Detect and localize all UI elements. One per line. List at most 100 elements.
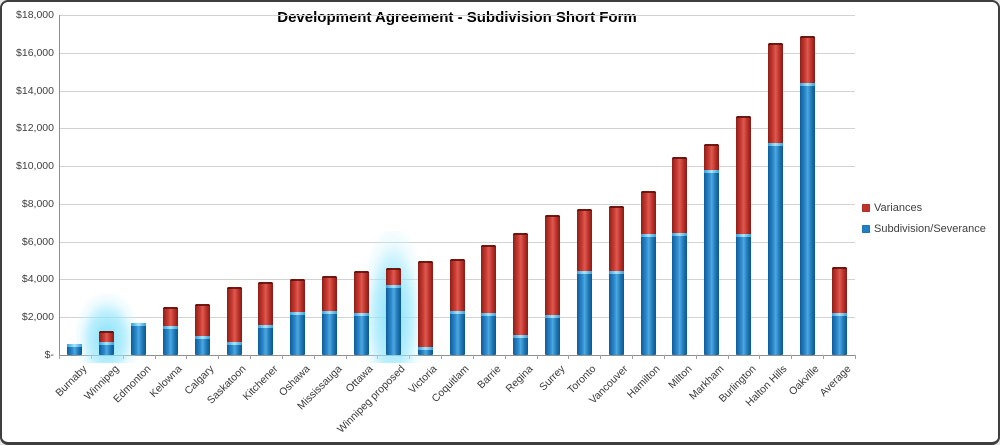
bar-gloss-highlight <box>67 343 83 347</box>
bar-segment-variances <box>99 331 115 342</box>
bar-segment-variances <box>290 279 306 312</box>
bar-top-rim <box>353 270 369 273</box>
bar-segment-subdivision-severance <box>640 234 656 355</box>
bar-top-rim <box>672 156 688 159</box>
bar-segment-subdivision-severance <box>799 83 815 355</box>
bar-top-rim <box>322 275 338 278</box>
axis-tick <box>504 355 506 359</box>
axis-tick <box>568 355 570 359</box>
bar-gloss-highlight <box>672 233 688 237</box>
bar-segment-subdivision-severance <box>162 325 178 355</box>
bar-top-rim <box>385 268 401 271</box>
bar-segment-subdivision-severance <box>226 341 242 355</box>
bar-segment-variances <box>545 215 561 316</box>
bar-gloss-highlight <box>194 336 210 340</box>
bar-gloss-highlight <box>449 310 465 314</box>
bar-gloss-highlight <box>608 270 624 274</box>
bar-segment-subdivision-severance <box>672 233 688 355</box>
axis-tick <box>791 355 793 359</box>
bar-gloss-highlight <box>736 234 752 238</box>
bar-top-rim <box>513 233 529 236</box>
bar-gloss-highlight <box>704 169 720 173</box>
bar-segment-subdivision-severance <box>353 313 369 355</box>
bar-top-rim <box>449 258 465 261</box>
axis-tick <box>59 355 60 359</box>
bar-segment-variances <box>767 43 783 144</box>
bar-segment-variances <box>417 260 433 348</box>
bar-gloss-highlight <box>131 322 147 326</box>
bar-gloss-highlight <box>545 315 561 319</box>
axis-tick <box>600 355 602 359</box>
axis-tick <box>250 355 252 359</box>
bar-top-rim <box>799 35 815 38</box>
axis-tick <box>345 355 347 359</box>
bar-gloss-highlight <box>481 313 497 317</box>
bar-segment-variances <box>576 208 592 271</box>
bar-top-rim <box>831 267 847 270</box>
bar-top-rim <box>767 43 783 46</box>
bar-segment-subdivision-severance <box>513 335 529 355</box>
axis-tick <box>218 355 220 359</box>
bar-segment-subdivision-severance <box>290 311 306 355</box>
chart-legend: Variances Subdivision/Severance <box>862 202 986 244</box>
bar-top-rim <box>640 190 656 193</box>
bar-segment-variances <box>226 287 242 342</box>
bar-segment-variances <box>831 267 847 314</box>
bar-gloss-highlight <box>162 325 178 329</box>
bar-segment-variances <box>353 270 369 314</box>
axis-tick <box>663 355 665 359</box>
gridline <box>59 52 855 54</box>
bar-top-rim <box>481 245 497 248</box>
legend-label: Subdivision/Severance <box>874 223 986 235</box>
bar-segment-variances <box>608 205 624 271</box>
bar-gloss-highlight <box>226 341 242 345</box>
gridline <box>59 203 855 205</box>
bar-top-rim <box>99 331 115 334</box>
bar-top-rim <box>194 304 210 306</box>
bar-segment-variances <box>162 306 178 326</box>
bar-top-rim <box>290 279 306 282</box>
axis-tick <box>759 355 761 359</box>
legend-label: Variances <box>874 202 923 214</box>
y-axis-label: $- <box>44 349 54 361</box>
y-axis-label: $4,000 <box>21 273 54 286</box>
bar-segment-variances <box>194 304 210 337</box>
axis-tick <box>472 355 474 359</box>
bar-segment-subdivision-severance <box>576 270 592 355</box>
legend-item: Subdivision/Severance <box>862 223 986 235</box>
bar-gloss-highlight <box>799 83 815 86</box>
bar-segment-subdivision-severance <box>99 341 115 355</box>
axis-tick <box>695 355 697 359</box>
bar-gloss-highlight <box>290 311 306 315</box>
bar-segment-variances <box>799 35 815 83</box>
gridline <box>59 90 855 92</box>
bar-segment-subdivision-severance <box>417 347 433 355</box>
y-axis-label: $18,000 <box>16 9 54 21</box>
bar-top-rim <box>545 215 561 218</box>
x-axis-line <box>59 355 855 356</box>
gridline <box>59 15 855 16</box>
bar-gloss-highlight <box>353 313 369 317</box>
axis-tick <box>186 355 188 359</box>
y-axis-label: $16,000 <box>16 46 54 59</box>
axis-tick <box>727 355 729 359</box>
bar-gloss-highlight <box>417 347 433 351</box>
bar-segment-subdivision-severance <box>831 313 847 355</box>
bar-gloss-highlight <box>322 310 338 314</box>
y-axis-label: $10,000 <box>16 160 54 173</box>
y-axis-label: $12,000 <box>16 122 54 135</box>
bar-segment-subdivision-severance <box>449 310 465 355</box>
legend-swatch-subdivision-severance <box>862 225 870 233</box>
bar-segment-variances <box>704 144 720 170</box>
axis-tick <box>536 355 538 359</box>
bar-top-rim <box>226 287 242 289</box>
axis-tick <box>313 355 315 359</box>
bar-gloss-highlight <box>831 313 847 317</box>
axis-tick <box>855 355 856 359</box>
bar-segment-subdivision-severance <box>258 324 274 355</box>
bar-segment-subdivision-severance <box>131 322 147 355</box>
bar-gloss-highlight <box>258 324 274 328</box>
gridline <box>59 166 855 168</box>
bar-segment-subdivision-severance <box>608 270 624 355</box>
